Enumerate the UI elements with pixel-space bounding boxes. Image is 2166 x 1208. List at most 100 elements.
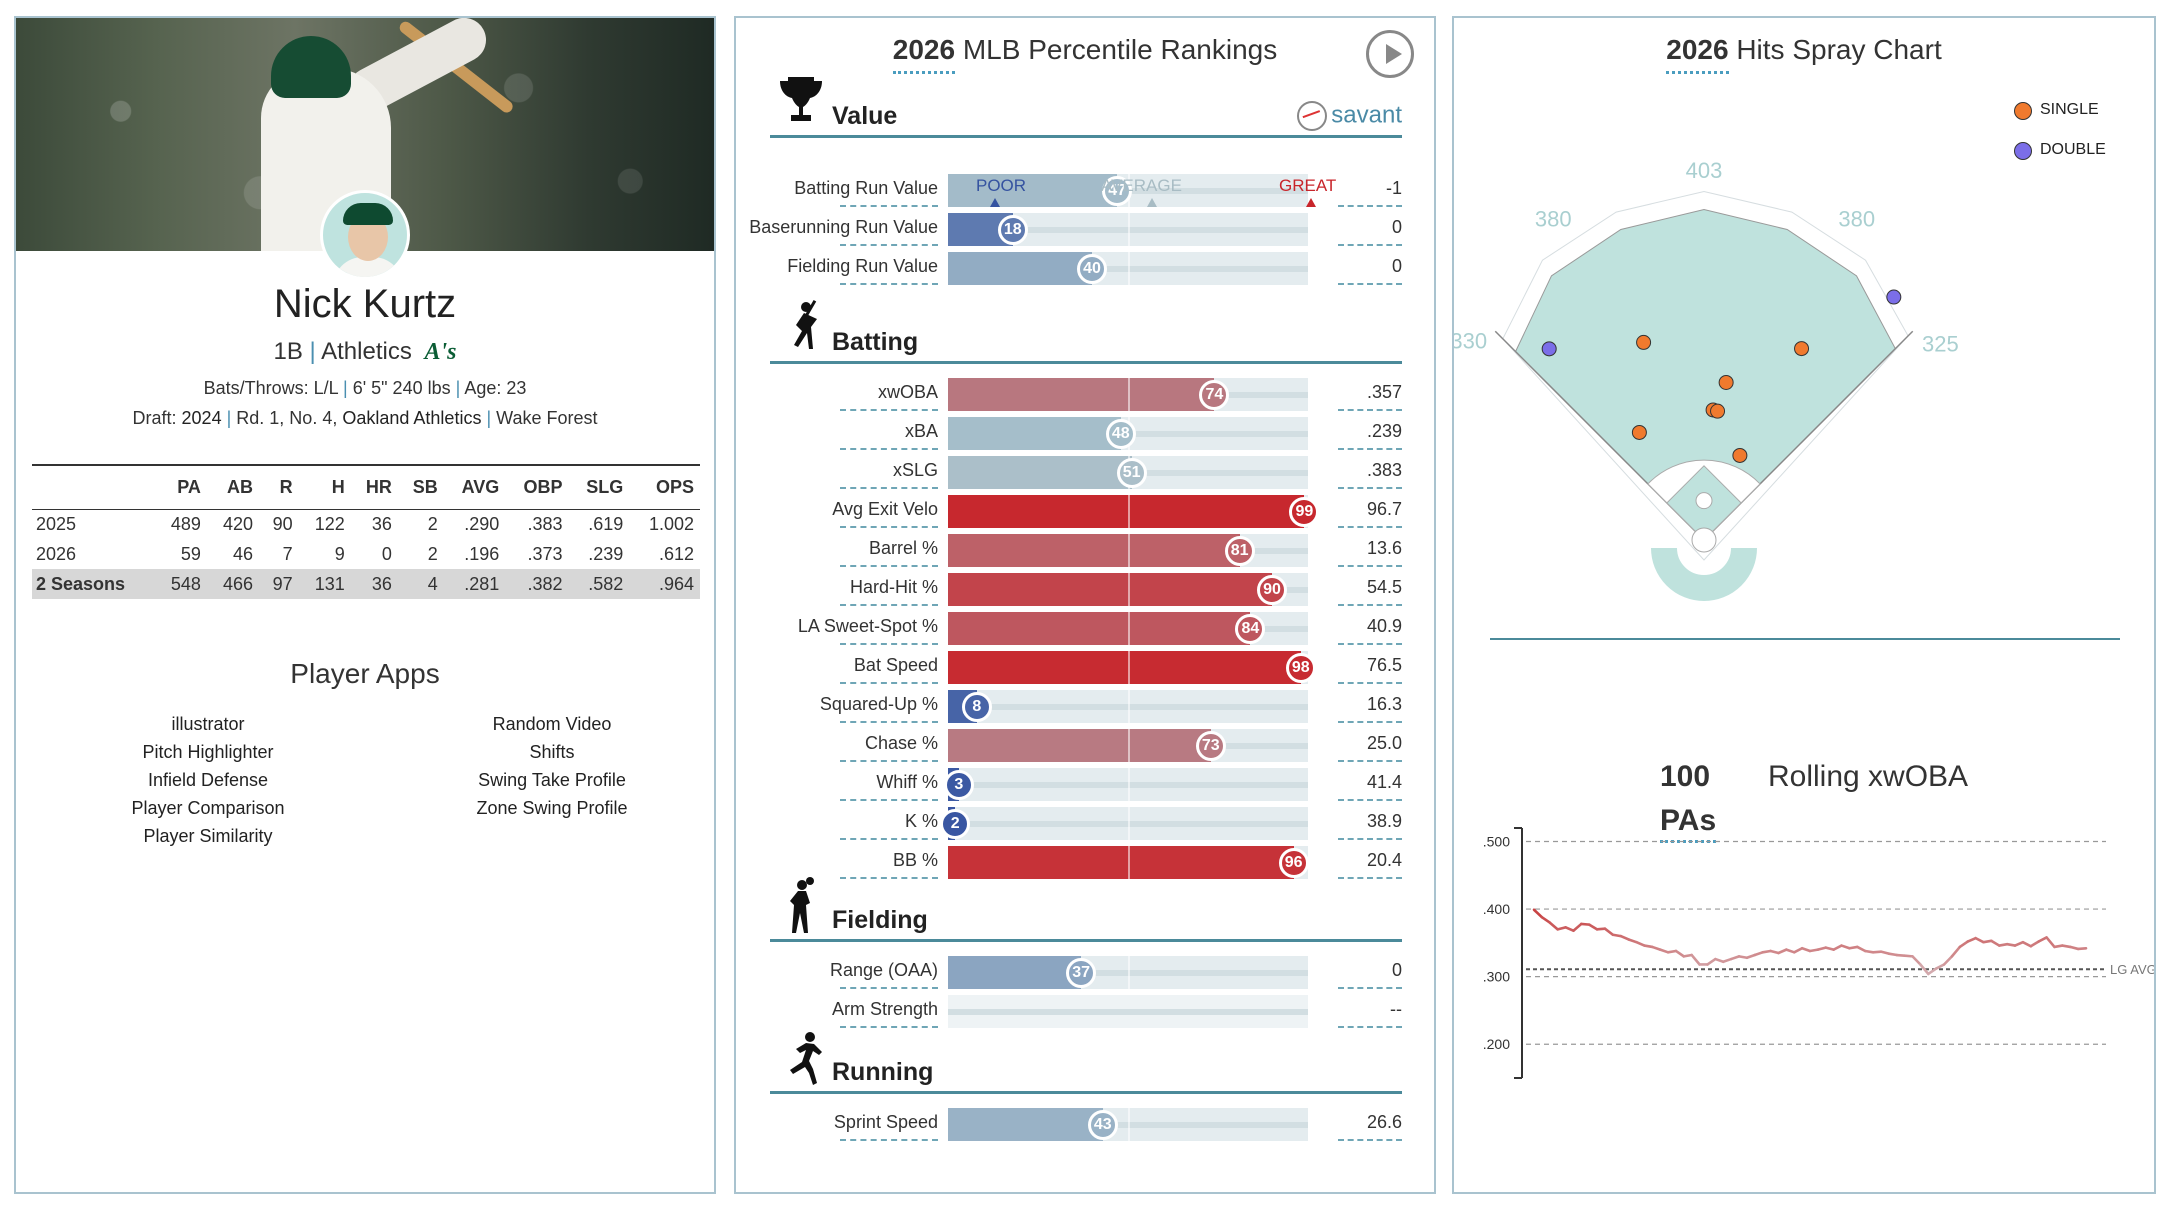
xwoba-line-segment: [1690, 953, 1701, 966]
app-link-swing-take-profile[interactable]: Swing Take Profile: [478, 770, 626, 790]
xwoba-line-segment: [1800, 946, 1812, 953]
distance-label: 380: [1838, 206, 1875, 231]
outfield: [1514, 209, 1896, 541]
metric-label: Fielding Run Value: [787, 256, 938, 276]
row-divider: [1338, 799, 1402, 801]
metric-label: Bat Speed: [853, 655, 938, 675]
metric-row[interactable]: xSLG 51 .383: [770, 452, 1402, 491]
metric-row[interactable]: xBA 48 .239: [770, 413, 1402, 452]
app-link-infield-defense[interactable]: Infield Defense: [147, 770, 269, 790]
app-link-player-similarity[interactable]: Player Similarity: [143, 826, 273, 846]
app-link-illustrator[interactable]: illustrator: [171, 714, 245, 734]
metric-row[interactable]: Whiff % 3 41.4: [770, 764, 1402, 803]
stats-header-r: R: [258, 464, 299, 510]
percentile-title-text: MLB Percentile Rankings: [962, 34, 1278, 65]
stats-cell: 2: [427, 513, 438, 534]
metric-row[interactable]: Bat Speed 98 76.5: [770, 647, 1402, 686]
metric-row[interactable]: Baserunning Run Value 18 0: [749, 209, 1402, 248]
distance-label: 380: [1535, 206, 1572, 231]
row-divider: [840, 838, 938, 840]
stats-header-ab: AB: [206, 464, 259, 510]
draft-year: 2024: [181, 408, 222, 428]
age: Age: 23: [464, 378, 527, 398]
stats-cell: 59: [180, 543, 201, 564]
player-team[interactable]: Athletics: [321, 338, 412, 365]
percentile-bar: [948, 456, 1132, 489]
legend-swatch-icon: [2014, 102, 2032, 120]
app-link-shifts[interactable]: Shifts: [529, 742, 575, 762]
play-animation-button[interactable]: [1366, 30, 1414, 78]
xwoba-line-segment: [1650, 945, 1662, 951]
row-divider: [1338, 205, 1402, 207]
section-header: Batting: [770, 299, 1402, 364]
hit-marker: [1886, 289, 1902, 305]
poor-marker-icon: [990, 198, 1000, 207]
xwoba-line-segment: [1580, 922, 1591, 926]
metric-row[interactable]: Sprint Speed 43 26.6: [770, 1104, 1402, 1143]
metric-label: Sprint Speed: [833, 1112, 938, 1132]
xwoba-line-segment: [1548, 921, 1559, 931]
metric-label: xBA: [904, 421, 938, 441]
row-divider: [840, 877, 938, 879]
row-divider: [840, 526, 938, 528]
percentile-circle: 74: [1199, 380, 1230, 410]
hit-marker: [1710, 403, 1726, 419]
stats-row: 2026 59 46 7 9 0 2 .196 .373 .239 .612: [32, 539, 700, 569]
runner-icon: [778, 1029, 824, 1089]
app-link-player-comparison[interactable]: Player Comparison: [131, 798, 285, 818]
metric-row[interactable]: Arm Strength --: [770, 991, 1402, 1030]
section-value: Value savant Batting Run Value 47 -1 Baserunn…: [749, 77, 1402, 287]
metric-label: Batting Run Value: [794, 178, 938, 198]
metric-value: 54.5: [1366, 577, 1402, 597]
metric-row[interactable]: Avg Exit Velo 99 96.7: [770, 491, 1402, 530]
row-divider: [1338, 643, 1402, 645]
stats-cell: 4: [397, 569, 444, 599]
metric-row[interactable]: Hard-Hit % 90 54.5: [770, 569, 1402, 608]
metric-row[interactable]: xwOBA 74 .357: [770, 374, 1402, 413]
percentile-track: 40: [948, 252, 1308, 285]
xwoba-line-segment: [1942, 955, 1954, 966]
metric-value: 13.6: [1366, 538, 1402, 558]
xwoba-line-segment: [1871, 950, 1883, 954]
metric-value: .239: [1366, 421, 1402, 441]
percentile-track: 74: [948, 378, 1308, 411]
row-divider: [840, 409, 938, 411]
percentile-title-year: 2026: [892, 34, 956, 74]
percentile-circle: 8: [961, 692, 992, 722]
app-link-random-video[interactable]: Random Video: [492, 714, 612, 734]
metric-row[interactable]: Range (OAA) 37 0: [770, 952, 1402, 991]
legend-label: SINGLE: [2040, 101, 2099, 118]
savant-logo[interactable]: savant: [1297, 101, 1402, 131]
metric-row[interactable]: Squared-Up % 8 16.3: [770, 686, 1402, 725]
row-divider: [840, 987, 938, 989]
xwoba-line-segment: [1785, 948, 1796, 954]
stats-cell: 7: [282, 543, 293, 564]
batter-icon: [778, 299, 824, 359]
metric-row[interactable]: Barrel % 81 13.6: [770, 530, 1402, 569]
xwoba-line-segment: [2076, 946, 2088, 951]
stats-cell: 548: [154, 569, 207, 599]
league-average-label: LG AVG: [2110, 962, 2154, 977]
metric-row[interactable]: K % 2 38.9: [770, 803, 1402, 842]
metric-value: 0: [1391, 217, 1402, 237]
percentile-bar: [948, 651, 1301, 684]
stats-header-pa: PA: [154, 464, 207, 510]
metric-row[interactable]: Batting Run Value 47 -1: [770, 170, 1402, 209]
stats-cell: .383: [527, 513, 563, 534]
xwoba-line-segment: [1919, 963, 1930, 976]
metric-row[interactable]: BB % 96 20.4: [770, 842, 1402, 881]
metric-value: 40.9: [1366, 616, 1402, 636]
metric-row[interactable]: Chase % 73 25.0: [770, 725, 1402, 764]
percentile-circle: 47: [1102, 176, 1133, 206]
metric-row[interactable]: LA Sweet-Spot % 84 40.9: [770, 608, 1402, 647]
metric-row[interactable]: Fielding Run Value 40 0: [770, 248, 1402, 287]
section-title: Fielding: [832, 906, 928, 934]
app-link-zone-swing-profile[interactable]: Zone Swing Profile: [476, 798, 628, 818]
stats-cell: 2 Seasons: [32, 569, 155, 599]
metric-value: 20.4: [1366, 850, 1402, 870]
row-divider: [1338, 526, 1402, 528]
percentile-track: 84: [948, 612, 1308, 645]
app-link-pitch-highlighter[interactable]: Pitch Highlighter: [142, 742, 274, 762]
xwoba-line-segment: [1856, 945, 1867, 953]
stats-cell: .281: [443, 569, 506, 599]
